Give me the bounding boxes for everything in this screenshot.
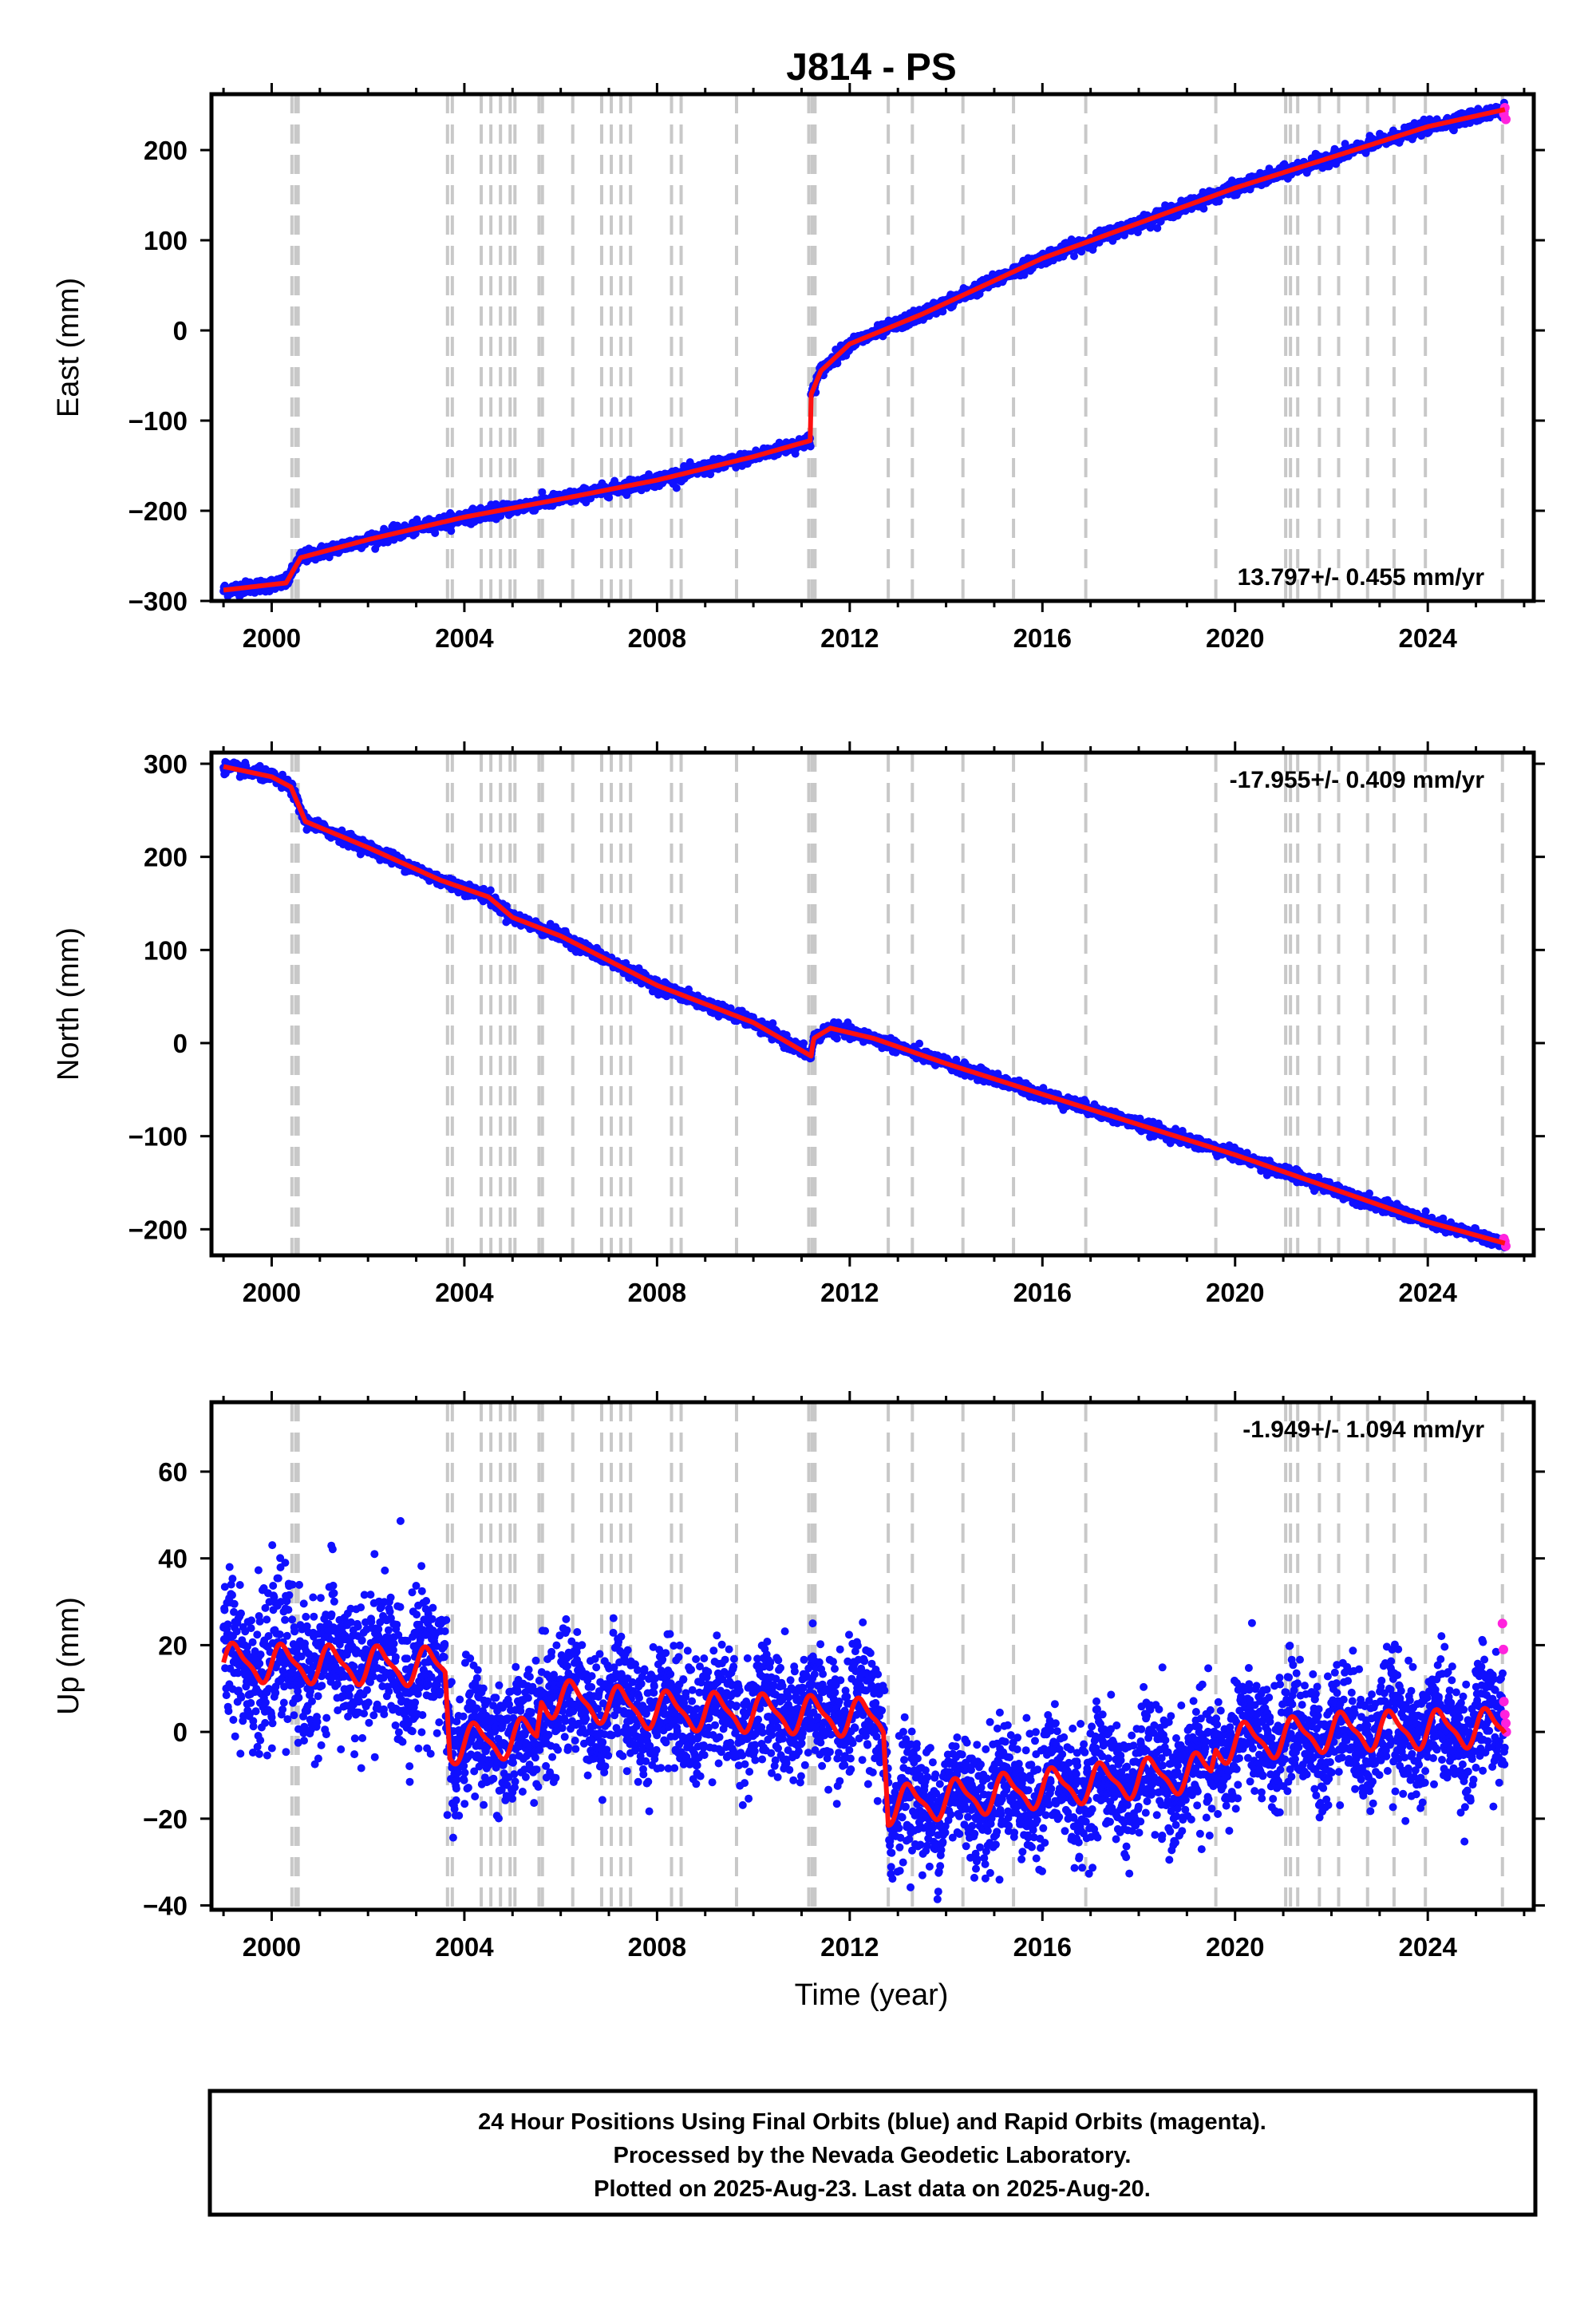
daily-position-point xyxy=(486,886,495,895)
east-panel: 2000 2004 2008 2012 2016 2020 2024 −300−200−10… xyxy=(52,83,1545,653)
x-tick-label: 2024 xyxy=(1398,623,1457,653)
daily-position-point xyxy=(431,529,440,537)
daily-position-point xyxy=(447,527,456,536)
daily-position-point xyxy=(832,1034,841,1043)
x-tick-label: 2008 xyxy=(628,623,686,653)
daily-position-point xyxy=(538,488,547,496)
velocity-label: 13.797+/- 0.455 mm/yr xyxy=(1238,564,1485,591)
x-tick-label: 2016 xyxy=(1013,623,1072,653)
y-tick-label: 200 xyxy=(144,136,188,165)
x-tick-label: 2000 xyxy=(243,623,301,653)
y-tick-label: 0 xyxy=(173,316,188,346)
offset-lines xyxy=(290,94,1504,601)
x-tick-label: 2012 xyxy=(820,623,879,653)
daily-position-point xyxy=(800,1039,808,1048)
x-tick-label: 2004 xyxy=(435,623,494,653)
y-axis-label: East (mm) xyxy=(52,278,85,417)
rapid-orbit-point xyxy=(1500,114,1511,124)
y-tick-label: −100 xyxy=(128,406,188,436)
chart-title: J814 - PS xyxy=(786,46,956,89)
daily-position-point xyxy=(915,1039,924,1048)
x-tick-label: 2020 xyxy=(1206,623,1264,653)
y-tick-label: 100 xyxy=(144,226,188,255)
y-tick-label: −200 xyxy=(128,496,188,526)
y-tick-label: −300 xyxy=(128,587,188,616)
daily-position-point xyxy=(672,484,681,492)
